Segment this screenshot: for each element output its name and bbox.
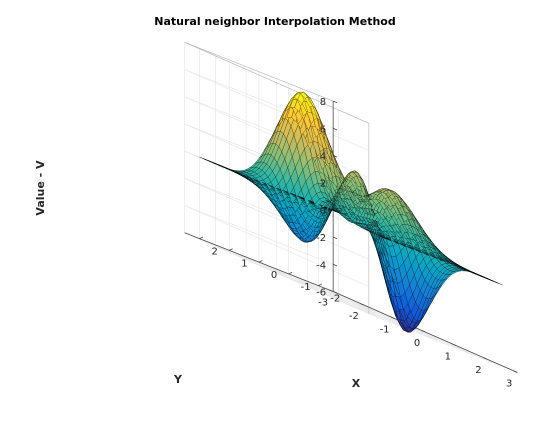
x-tick-label: -1 bbox=[380, 324, 390, 335]
z-tick-label: 8 bbox=[320, 97, 326, 108]
y-tick-mark bbox=[229, 249, 233, 251]
grid-line-floor-y bbox=[289, 274, 473, 355]
z-tick-mark bbox=[333, 128, 337, 130]
z-tick-label: 0 bbox=[320, 206, 326, 217]
y-tick-mark bbox=[200, 237, 204, 239]
y-tick-label: 0 bbox=[271, 270, 277, 281]
y-tick-label: 2 bbox=[212, 247, 218, 258]
grid-line-floor-y bbox=[200, 239, 384, 320]
y-tick-mark bbox=[318, 284, 322, 286]
z-tick-mark bbox=[333, 237, 337, 239]
surface-mesh bbox=[200, 92, 503, 332]
surface-patch bbox=[495, 282, 503, 285]
z-tick-mark bbox=[333, 101, 337, 103]
z-tick-label: 6 bbox=[320, 124, 326, 135]
chart-title: Natural neighbor Interpolation Method bbox=[154, 15, 395, 28]
z-tick-label: 2 bbox=[320, 179, 326, 190]
x-tick-label: 1 bbox=[445, 351, 451, 362]
y-tick-mark bbox=[259, 261, 263, 263]
z-axis-label: Value - V bbox=[34, 160, 47, 216]
x-tick-label: -3 bbox=[318, 297, 328, 308]
z-tick-label: -4 bbox=[316, 260, 326, 271]
y-tick-label: 1 bbox=[241, 258, 247, 269]
y-axis-label: Y bbox=[173, 373, 183, 386]
z-tick-mark bbox=[333, 264, 337, 266]
x-axis-label: X bbox=[352, 377, 361, 390]
x-tick-label: 2 bbox=[475, 365, 481, 376]
x-tick-label: 3 bbox=[506, 378, 512, 389]
y-tick-label: -2 bbox=[330, 294, 340, 305]
y-tick-label: -1 bbox=[301, 282, 311, 293]
y-tick-mark bbox=[289, 272, 293, 274]
x-tick-label: -2 bbox=[349, 311, 359, 322]
z-tick-label: -2 bbox=[316, 233, 326, 244]
x-tick-label: 0 bbox=[414, 338, 420, 349]
z-tick-label: 4 bbox=[320, 151, 326, 162]
